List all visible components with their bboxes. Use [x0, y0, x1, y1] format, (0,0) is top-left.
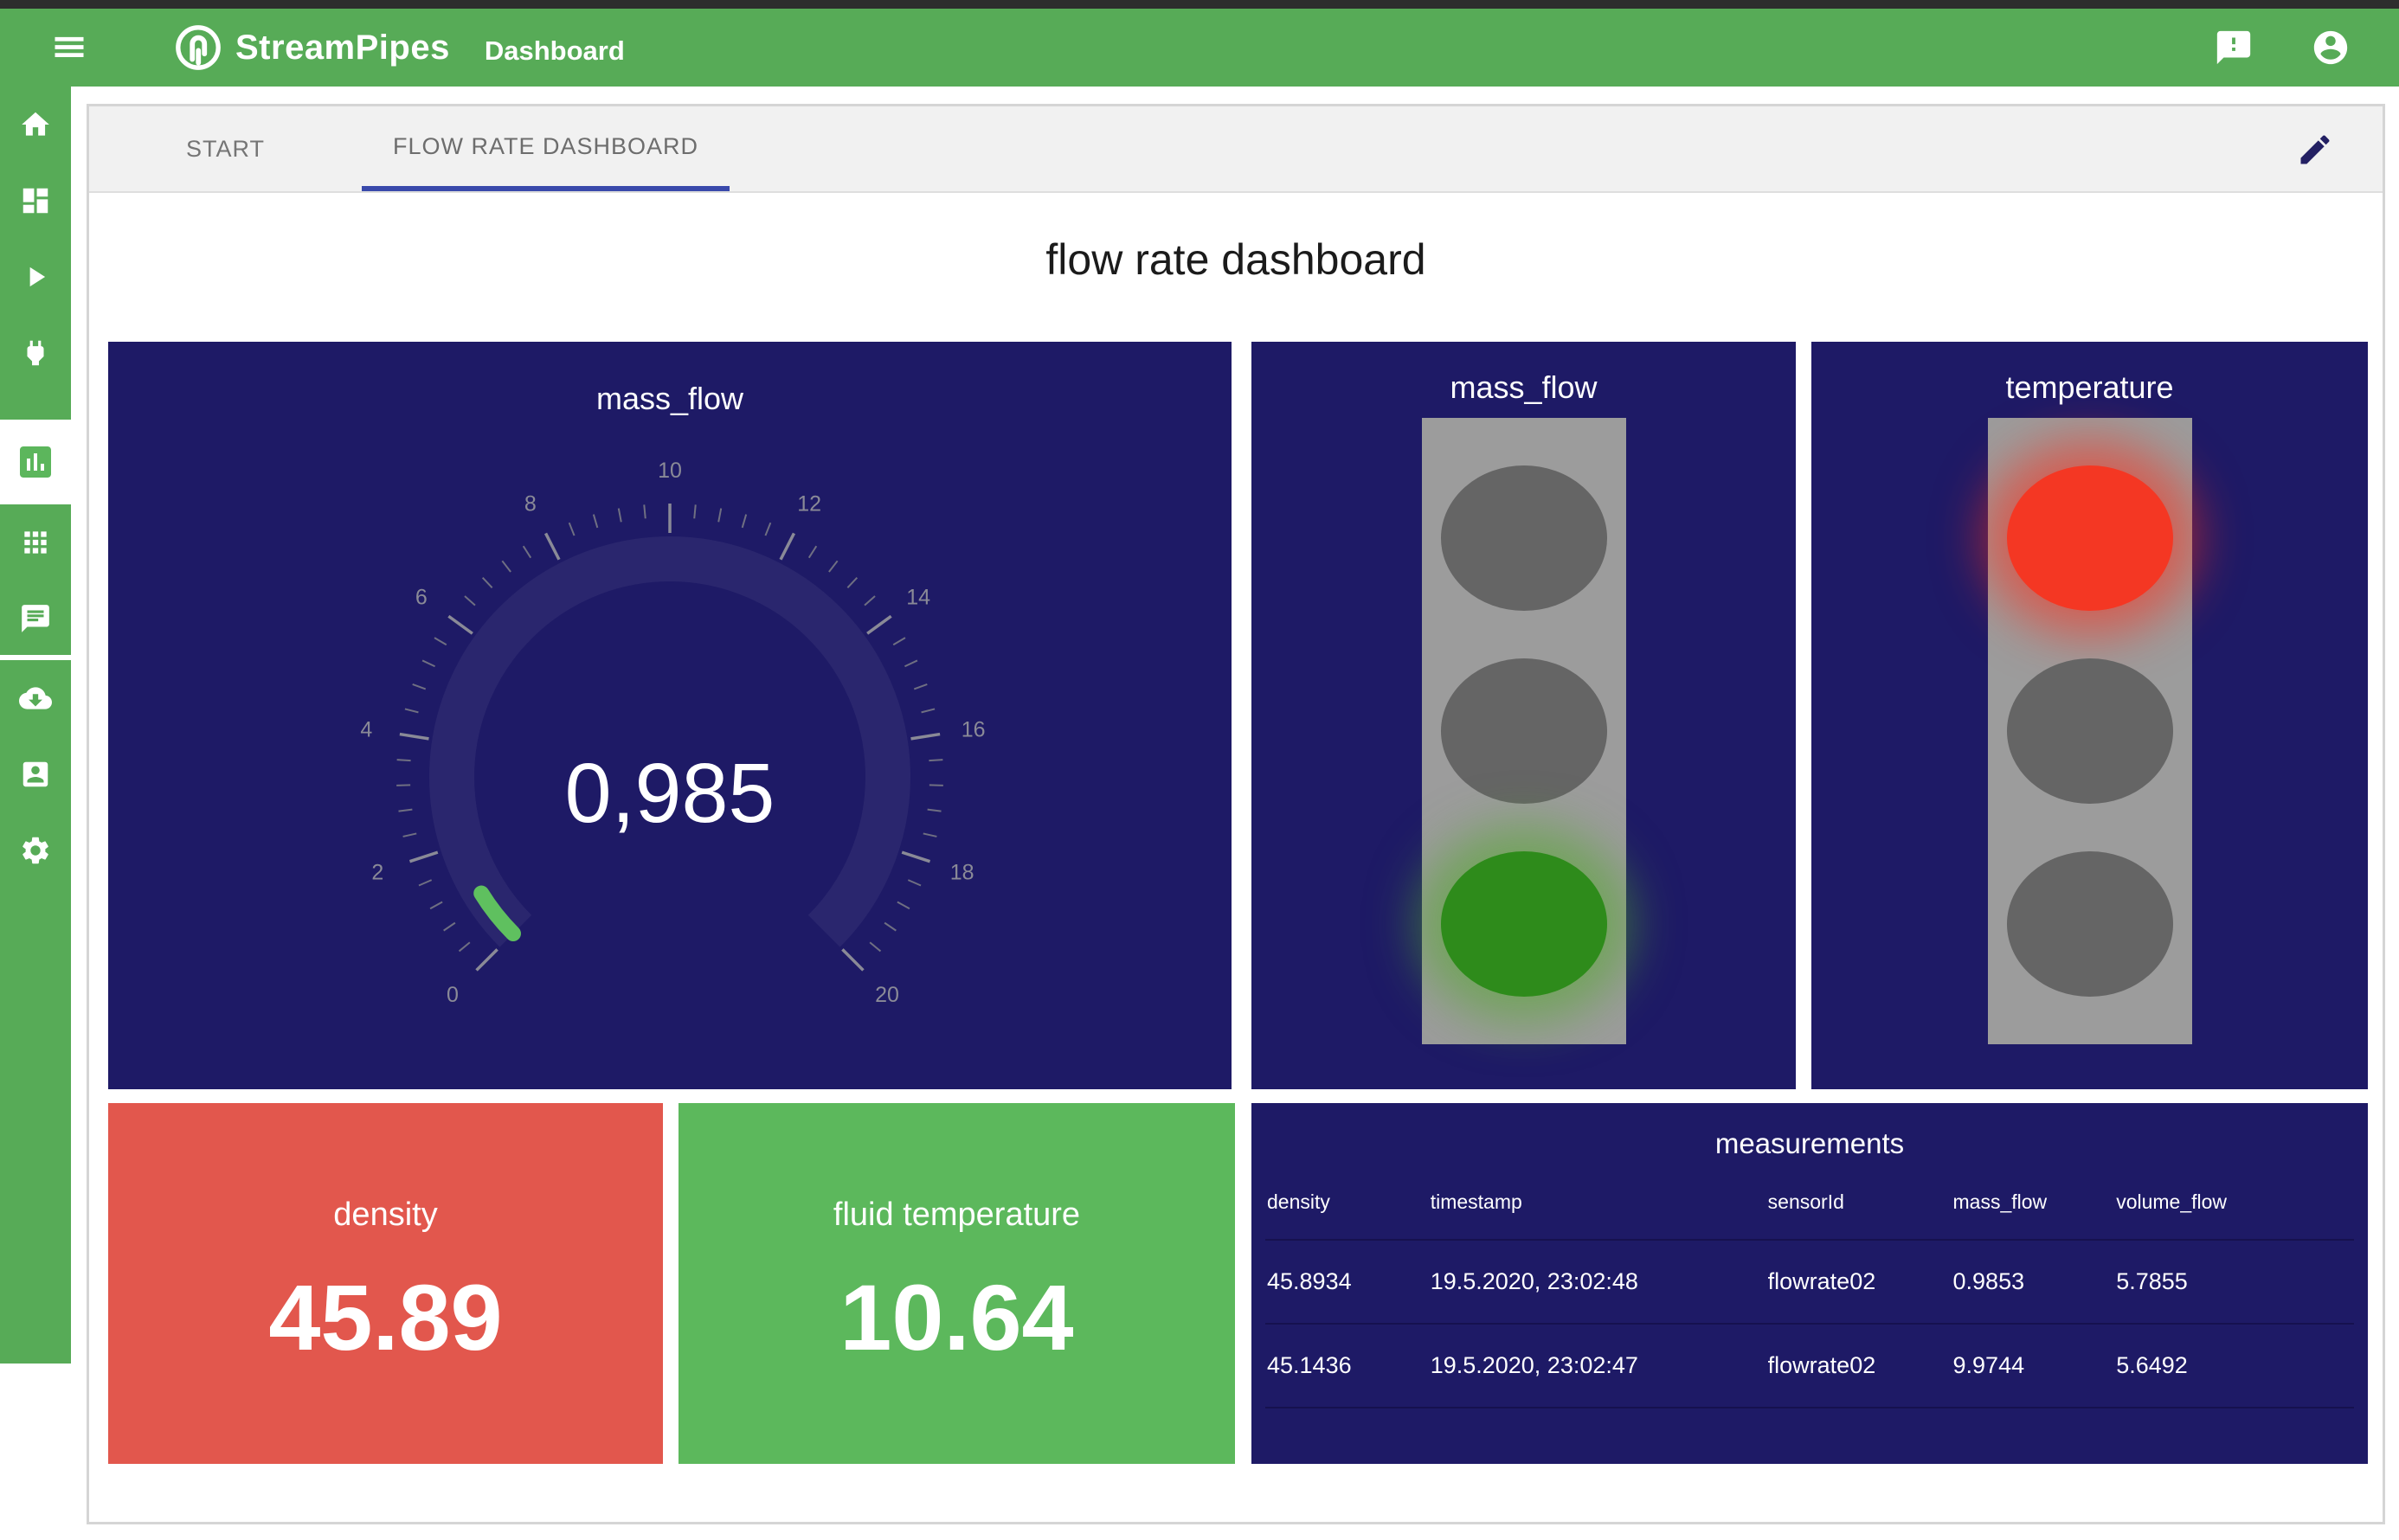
account-circle-icon[interactable]: [2311, 28, 2351, 67]
traffic-light-middle: [2006, 658, 2173, 804]
column-header: mass_flow: [1952, 1190, 2048, 1213]
table-cell: 45.1436: [1267, 1352, 1352, 1378]
module-title: Dashboard: [484, 35, 625, 66]
number-widget-fluid-temperature: fluid temperature 10.64: [679, 1103, 1235, 1464]
sidebar-item-pipelines[interactable]: [0, 239, 71, 315]
tab-start[interactable]: START: [185, 135, 265, 162]
sidebar-item-dashboard-active[interactable]: [0, 420, 71, 504]
apps-grid-icon: [24, 531, 47, 554]
dashboard-tabbar: START FLOW RATE DASHBOARD: [89, 106, 2383, 193]
sidebar-group-middle: [0, 504, 71, 655]
streampipes-logo-icon: [176, 25, 221, 70]
sidebar-item-home[interactable]: [0, 87, 71, 163]
header-actions: [2214, 28, 2351, 67]
dashboard-panel: START FLOW RATE DASHBOARD flow rate dash…: [87, 104, 2385, 1524]
gauge-widget-mass-flow: mass_flow 0 2 4 6 8 10 12 14 16 18 20 0,985: [108, 342, 1232, 1089]
cloud-download-icon: [19, 687, 52, 709]
dashboard-grid-icon: [23, 188, 48, 214]
table-row: 45.1436 19.5.2020, 23:02:47 flowrate02 9…: [1265, 1324, 2354, 1408]
svg-text:14: 14: [906, 585, 930, 609]
pencil-icon: [2300, 135, 2330, 164]
home-icon: [22, 112, 49, 136]
table-cell: flowrate02: [1767, 1352, 1876, 1378]
svg-text:8: 8: [524, 492, 537, 517]
svg-text:0: 0: [447, 983, 459, 1007]
account-box-icon: [23, 761, 48, 787]
column-header: volume_flow: [2116, 1190, 2228, 1213]
table-widget-measurements: measurements density timestamp sensorId …: [1251, 1103, 2368, 1464]
sidebar-item-install[interactable]: [0, 660, 71, 736]
traffic-light-widget-temperature: temperature: [1811, 342, 2368, 1089]
sidebar-item-pipeline-editor[interactable]: [0, 163, 71, 239]
plug-icon: [27, 340, 44, 366]
traffic-light-widget-mass-flow: mass_flow: [1251, 342, 1796, 1089]
svg-text:mass_flow: mass_flow: [596, 381, 744, 416]
app-name: StreamPipes: [235, 28, 450, 67]
mass-flow-gauge: mass_flow 0 2 4 6 8 10 12 14 16 18 20 0,985: [360, 381, 986, 1007]
sidebar-group-top: [0, 87, 71, 420]
widget-title: measurements: [1714, 1127, 1905, 1159]
page-title: flow rate dashboard: [1045, 235, 1426, 284]
traffic-light-bottom: [1440, 851, 1607, 997]
traffic-light-housing: [1987, 418, 2192, 1044]
fluid-temperature-value: 10.64: [839, 1264, 1074, 1370]
traffic-light-top: [2006, 465, 2173, 611]
table-cell: flowrate02: [1767, 1268, 1876, 1294]
traffic-light-housing: [1421, 418, 1626, 1044]
svg-text:20: 20: [875, 983, 899, 1007]
column-header: sensorId: [1767, 1190, 1844, 1213]
edit-dashboard-button[interactable]: [2293, 127, 2338, 172]
table-cell: 9.9744: [1952, 1352, 2025, 1378]
traffic-light-bottom: [2006, 851, 2173, 997]
app-header: StreamPipes Dashboard: [0, 9, 2399, 87]
table-cell: 19.5.2020, 23:02:47: [1430, 1352, 1638, 1378]
window-top-strip: [0, 0, 2399, 9]
streampipes-logo: StreamPipes: [173, 22, 450, 73]
table-cell: 5.7855: [2116, 1268, 2188, 1294]
hamburger-icon: [55, 36, 84, 57]
play-icon: [29, 266, 46, 287]
svg-text:2: 2: [371, 861, 383, 885]
sidebar-group-bottom: [0, 660, 71, 1364]
hamburger-menu-button[interactable]: [48, 27, 90, 68]
widget-title: temperature: [2005, 369, 2174, 405]
sidebar-item-settings[interactable]: [0, 812, 71, 889]
traffic-light-top: [1440, 465, 1607, 611]
svg-text:0,985: 0,985: [565, 746, 775, 840]
svg-text:10: 10: [658, 459, 682, 483]
table-row: 45.8934 19.5.2020, 23:02:48 flowrate02 0…: [1265, 1240, 2354, 1324]
traffic-light-middle: [1440, 658, 1607, 804]
table-cell: 45.8934: [1267, 1268, 1352, 1294]
sidebar-item-connect[interactable]: [0, 315, 71, 391]
svg-text:12: 12: [797, 492, 821, 517]
column-header: density: [1267, 1190, 1330, 1213]
sidebar-item-notifications[interactable]: [0, 581, 71, 657]
svg-text:16: 16: [962, 717, 986, 741]
tab-flow-rate-dashboard[interactable]: FLOW RATE DASHBOARD: [362, 106, 730, 191]
sidebar-item-data-explorer[interactable]: [0, 504, 71, 581]
svg-text:18: 18: [950, 861, 974, 885]
bar-chart-icon: [20, 446, 51, 478]
number-widget-density: density 45.89: [108, 1103, 663, 1464]
table-cell: 5.6492: [2116, 1352, 2188, 1378]
feedback-icon[interactable]: [2214, 28, 2254, 67]
sidebar-item-profile[interactable]: [0, 736, 71, 812]
column-header: timestamp: [1430, 1190, 1522, 1213]
table-header-row: density timestamp sensorId mass_flow vol…: [1265, 1165, 2354, 1240]
sidebar-nav: [0, 87, 71, 1364]
widget-title: fluid temperature: [833, 1196, 1081, 1233]
widget-title: density: [333, 1196, 438, 1233]
widget-title: mass_flow: [1450, 369, 1598, 405]
table-cell: 0.9853: [1952, 1268, 2025, 1294]
density-value: 45.89: [268, 1264, 503, 1370]
svg-text:6: 6: [415, 585, 428, 609]
measurements-table: density timestamp sensorId mass_flow vol…: [1265, 1165, 2354, 1408]
gear-icon: [23, 837, 48, 864]
table-cell: 19.5.2020, 23:02:48: [1430, 1268, 1638, 1294]
svg-text:4: 4: [360, 717, 372, 741]
chat-icon: [22, 605, 49, 632]
